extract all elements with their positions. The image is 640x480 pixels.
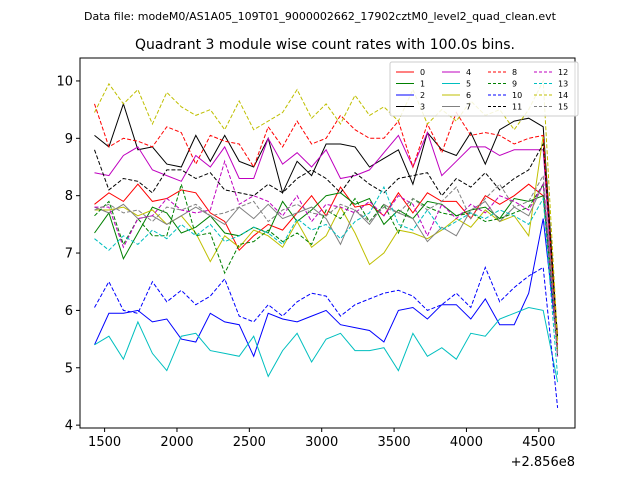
series-line-4 <box>94 131 559 357</box>
series-line-13 <box>94 185 559 377</box>
series-line-10 <box>94 266 559 408</box>
series-line-2 <box>94 218 559 358</box>
x-axis-offset-label: +2.856e8 <box>511 455 575 470</box>
legend-label-2: 2 <box>420 91 425 100</box>
figure-suptitle: Data file: modeM0/AS1A05_109T01_90000026… <box>84 10 557 23</box>
legend-label-6: 6 <box>466 91 471 100</box>
y-tick-label: 6 <box>65 304 73 319</box>
y-axis-ticks: 4 5 6 7 8 9 10 <box>56 74 80 434</box>
series-line-9 <box>94 182 559 357</box>
legend-label-7: 7 <box>466 103 471 112</box>
series-line-15 <box>94 173 559 354</box>
y-tick-label: 8 <box>65 189 73 204</box>
y-tick-label: 5 <box>65 361 73 376</box>
series-line-1 <box>94 192 559 351</box>
x-tick-label: 3000 <box>305 435 338 450</box>
legend-label-9: 9 <box>512 80 517 89</box>
series-line-5 <box>94 306 559 383</box>
legend-label-15: 15 <box>558 103 568 112</box>
y-tick-label: 9 <box>65 132 73 147</box>
legend-label-10: 10 <box>512 91 522 100</box>
series-line-6 <box>94 135 559 351</box>
legend-label-1: 1 <box>420 80 425 89</box>
y-tick-label: 10 <box>56 74 73 89</box>
series-line-11 <box>94 142 559 340</box>
legend-label-14: 14 <box>558 91 568 100</box>
legend-label-8: 8 <box>512 68 517 77</box>
series-line-7 <box>94 182 559 340</box>
chart-title: Quadrant 3 module wise count rates with … <box>135 37 515 53</box>
series-line-8 <box>94 103 559 345</box>
legend-box <box>389 61 579 117</box>
x-tick-label: 4000 <box>450 435 483 450</box>
x-tick-label: 4500 <box>522 435 555 450</box>
legend-label-3: 3 <box>420 103 425 112</box>
legend-label-13: 13 <box>558 80 568 89</box>
series-line-3 <box>94 102 559 340</box>
x-tick-label: 3500 <box>378 435 411 450</box>
x-tick-label: 1500 <box>88 435 121 450</box>
y-tick-label: 7 <box>65 247 73 262</box>
plot-lines <box>94 79 559 408</box>
y-tick-label: 4 <box>65 419 73 434</box>
x-tick-label: 2500 <box>233 435 266 450</box>
series-line-12 <box>94 159 559 357</box>
x-tick-label: 2000 <box>160 435 193 450</box>
axes-frame <box>79 57 576 429</box>
legend-label-5: 5 <box>466 80 471 89</box>
legend-label-12: 12 <box>558 68 568 77</box>
x-axis-ticks: 1500 2000 2500 3000 3500 4000 4500 <box>88 428 555 450</box>
legend-label-0: 0 <box>420 68 425 77</box>
legend-label-4: 4 <box>466 68 471 77</box>
legend-label-11: 11 <box>512 103 522 112</box>
